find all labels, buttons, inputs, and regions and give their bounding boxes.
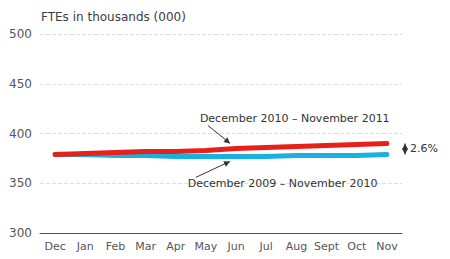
svg-text:Dec: Dec — [44, 240, 65, 253]
svg-text:Sept: Sept — [314, 240, 340, 253]
svg-text:Jun: Jun — [226, 240, 244, 253]
svg-text:Jan: Jan — [76, 240, 94, 253]
svg-text:400: 400 — [9, 127, 32, 141]
svg-text:Apr: Apr — [166, 240, 186, 253]
svg-text:Jul: Jul — [259, 240, 273, 253]
svg-text:Mar: Mar — [135, 240, 156, 253]
svg-text:300: 300 — [9, 226, 32, 240]
svg-text:May: May — [195, 240, 218, 253]
svg-text:Aug: Aug — [286, 240, 307, 253]
svg-text:FTEs in thousands (000): FTEs in thousands (000) — [41, 10, 186, 24]
svg-text:2.6%: 2.6% — [410, 142, 438, 155]
svg-text:350: 350 — [9, 176, 32, 190]
svg-text:Oct: Oct — [347, 240, 367, 253]
svg-text:Nov: Nov — [376, 240, 398, 253]
svg-text:December 2009 – November 2010: December 2009 – November 2010 — [188, 177, 378, 190]
svg-text:500: 500 — [9, 27, 32, 41]
svg-text:Feb: Feb — [106, 240, 125, 253]
svg-text:December 2010 – November 2011: December 2010 – November 2011 — [200, 112, 390, 125]
svg-text:450: 450 — [9, 77, 32, 91]
